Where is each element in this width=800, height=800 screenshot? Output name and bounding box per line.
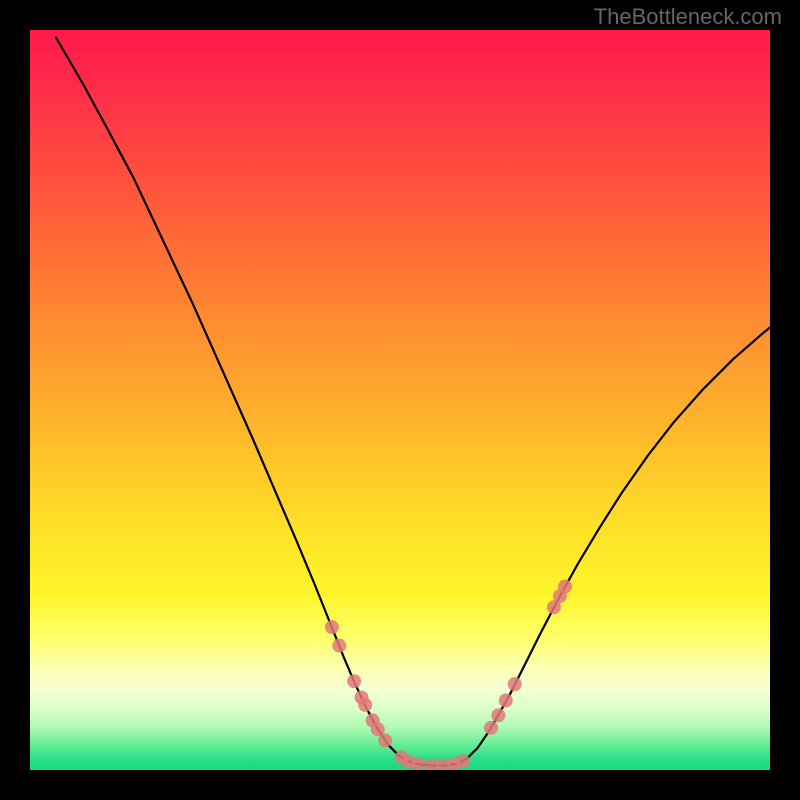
chart-background: [30, 30, 770, 770]
data-marker: [347, 674, 361, 688]
data-marker: [332, 639, 346, 653]
data-marker: [484, 721, 498, 735]
data-marker: [499, 693, 513, 707]
chart-container: [30, 30, 770, 770]
data-marker: [508, 677, 522, 691]
data-marker: [456, 754, 470, 768]
data-marker: [378, 733, 392, 747]
data-marker: [491, 708, 505, 722]
bottleneck-curve-chart: [30, 30, 770, 770]
data-marker: [325, 620, 339, 634]
data-marker: [558, 579, 572, 593]
watermark-text: TheBottleneck.com: [594, 4, 782, 30]
data-marker: [358, 698, 372, 712]
